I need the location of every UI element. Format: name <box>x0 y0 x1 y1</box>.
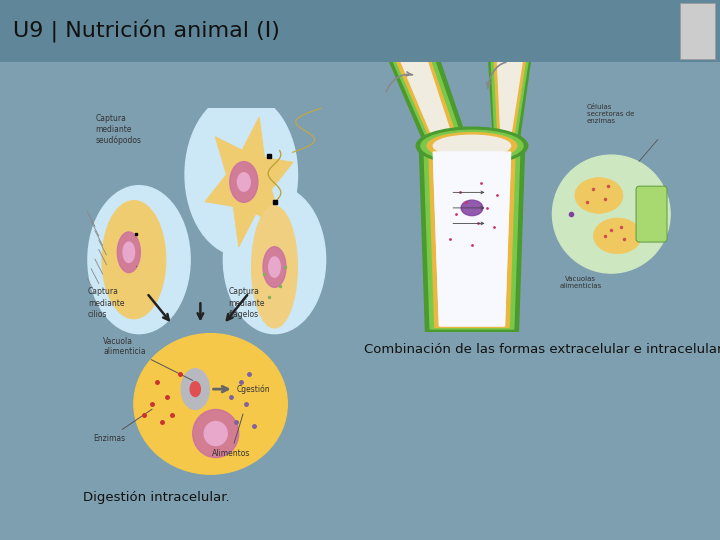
Polygon shape <box>497 46 525 146</box>
Text: Egestión: Egestión <box>495 31 528 40</box>
Text: Combinación de las formas extracelular e intracelular de la digestión. Los enzim: Combinación de las formas extracelular e… <box>364 343 720 356</box>
Text: Vacuolas
alimenticias: Vacuolas alimenticias <box>559 276 601 289</box>
Circle shape <box>190 382 200 396</box>
Ellipse shape <box>269 257 280 277</box>
Polygon shape <box>395 46 455 146</box>
Ellipse shape <box>433 135 510 157</box>
Text: Captura
mediante
seudópodos: Captura mediante seudópodos <box>96 113 142 145</box>
Ellipse shape <box>193 409 239 457</box>
Text: Vacuola
alimenticia: Vacuola alimenticia <box>103 336 193 381</box>
Circle shape <box>223 186 325 334</box>
Text: Células
secretoras de
enzimas: Células secretoras de enzimas <box>587 104 634 124</box>
Circle shape <box>181 369 210 409</box>
Circle shape <box>230 161 258 202</box>
Polygon shape <box>494 46 528 146</box>
Ellipse shape <box>421 130 523 161</box>
Ellipse shape <box>575 178 623 213</box>
Ellipse shape <box>263 247 286 287</box>
Text: Digestión intracelular.: Digestión intracelular. <box>83 491 230 504</box>
Polygon shape <box>428 146 516 327</box>
Polygon shape <box>490 43 531 146</box>
Polygon shape <box>385 43 464 146</box>
Polygon shape <box>424 146 520 329</box>
Ellipse shape <box>117 232 140 273</box>
Circle shape <box>238 173 251 191</box>
Ellipse shape <box>123 242 135 262</box>
Ellipse shape <box>204 422 228 446</box>
Polygon shape <box>419 146 525 332</box>
Ellipse shape <box>427 133 517 159</box>
Polygon shape <box>205 117 293 247</box>
Polygon shape <box>487 37 534 146</box>
Polygon shape <box>433 152 510 326</box>
Polygon shape <box>433 146 510 326</box>
Circle shape <box>88 186 190 334</box>
Text: Alimentos: Alimentos <box>212 414 251 458</box>
Circle shape <box>185 93 297 256</box>
Ellipse shape <box>134 334 287 474</box>
Text: U9 | Nutrición animal (I): U9 | Nutrición animal (I) <box>13 19 280 43</box>
Polygon shape <box>379 37 469 146</box>
Text: Captura
mediante
flagelos: Captura mediante flagelos <box>228 287 265 319</box>
Ellipse shape <box>461 200 483 215</box>
Text: Captura
mediante
cilios: Captura mediante cilios <box>88 287 125 319</box>
Text: Enzimas: Enzimas <box>93 409 152 443</box>
Text: Ingestión: Ingestión <box>386 31 422 40</box>
Circle shape <box>552 155 670 273</box>
Ellipse shape <box>251 206 297 328</box>
Polygon shape <box>390 46 459 146</box>
Ellipse shape <box>593 218 642 254</box>
Text: Cgestión: Cgestión <box>236 384 270 394</box>
Ellipse shape <box>416 127 528 164</box>
Ellipse shape <box>102 200 166 319</box>
FancyBboxPatch shape <box>636 186 667 242</box>
